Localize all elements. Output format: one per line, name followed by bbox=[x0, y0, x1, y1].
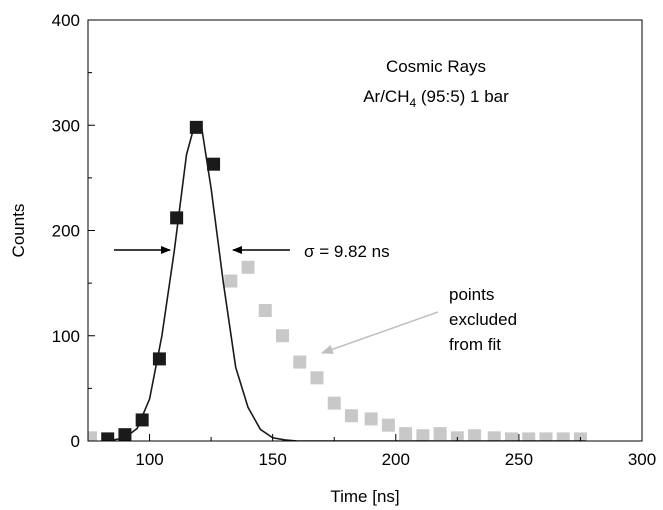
excluded-point bbox=[539, 432, 553, 441]
fitted-point bbox=[118, 428, 132, 441]
excluded-point bbox=[364, 412, 378, 426]
excluded-point bbox=[556, 432, 570, 441]
y-tick-label: 0 bbox=[71, 432, 80, 451]
excluded-point bbox=[88, 431, 97, 441]
excluded-point bbox=[258, 303, 272, 317]
excluded-point bbox=[416, 429, 430, 441]
plot-frame bbox=[87, 19, 643, 442]
annotation-excluded-3: from fit bbox=[449, 335, 501, 354]
x-tick-label: 100 bbox=[135, 450, 163, 469]
axis-ticks: 100 150 200 250 300 0 100 200 300 400 bbox=[52, 11, 657, 469]
x-axis-label: Time [ns] bbox=[330, 487, 399, 506]
plot-area bbox=[88, 120, 587, 441]
annotation-excluded-2: excluded bbox=[449, 310, 517, 329]
excluded-arrow bbox=[320, 311, 439, 354]
excluded-point bbox=[327, 396, 341, 410]
y-axis-label: Counts bbox=[9, 204, 28, 258]
y-tick-label: 200 bbox=[52, 222, 80, 241]
fit-curve bbox=[107, 124, 586, 441]
excluded-point bbox=[399, 427, 413, 441]
x-tick-label: 150 bbox=[258, 450, 286, 469]
y-tick-label: 100 bbox=[52, 327, 80, 346]
fitted-point bbox=[170, 211, 184, 225]
x-tick-label: 250 bbox=[505, 450, 533, 469]
annotation-cosmic-rays: Cosmic Rays bbox=[386, 57, 486, 76]
gas-rest: (95:5) 1 bar bbox=[416, 87, 509, 106]
annotation-excluded-1: points bbox=[449, 285, 494, 304]
excluded-point bbox=[468, 429, 482, 441]
y-tick-label: 300 bbox=[52, 116, 80, 135]
excluded-point bbox=[487, 431, 501, 441]
excluded-point bbox=[522, 432, 536, 441]
fitted-point bbox=[189, 120, 203, 134]
excluded-point bbox=[381, 418, 395, 432]
fitted-point bbox=[135, 413, 149, 427]
excluded-point bbox=[293, 355, 307, 369]
annotation-gas-mixture: Ar/CH4 (95:5) 1 bar bbox=[363, 87, 509, 110]
excluded-point bbox=[573, 432, 587, 441]
excluded-point bbox=[310, 371, 324, 385]
excluded-point bbox=[433, 427, 447, 441]
excluded-point bbox=[224, 274, 238, 288]
excluded-point bbox=[344, 409, 358, 423]
gas-main: Ar/CH bbox=[363, 87, 409, 106]
excluded-point bbox=[450, 431, 464, 441]
fitted-point bbox=[152, 352, 166, 366]
y-tick-label: 400 bbox=[52, 11, 80, 30]
fitted-point bbox=[207, 157, 221, 171]
excluded-point bbox=[505, 432, 519, 441]
annotation-sigma: σ = 9.82 ns bbox=[304, 242, 390, 261]
fitted-point bbox=[101, 432, 115, 441]
x-tick-label: 300 bbox=[628, 450, 656, 469]
gas-subscript: 4 bbox=[409, 96, 416, 110]
excluded-point bbox=[276, 329, 290, 343]
x-tick-label: 200 bbox=[382, 450, 410, 469]
excluded-point bbox=[241, 260, 255, 274]
